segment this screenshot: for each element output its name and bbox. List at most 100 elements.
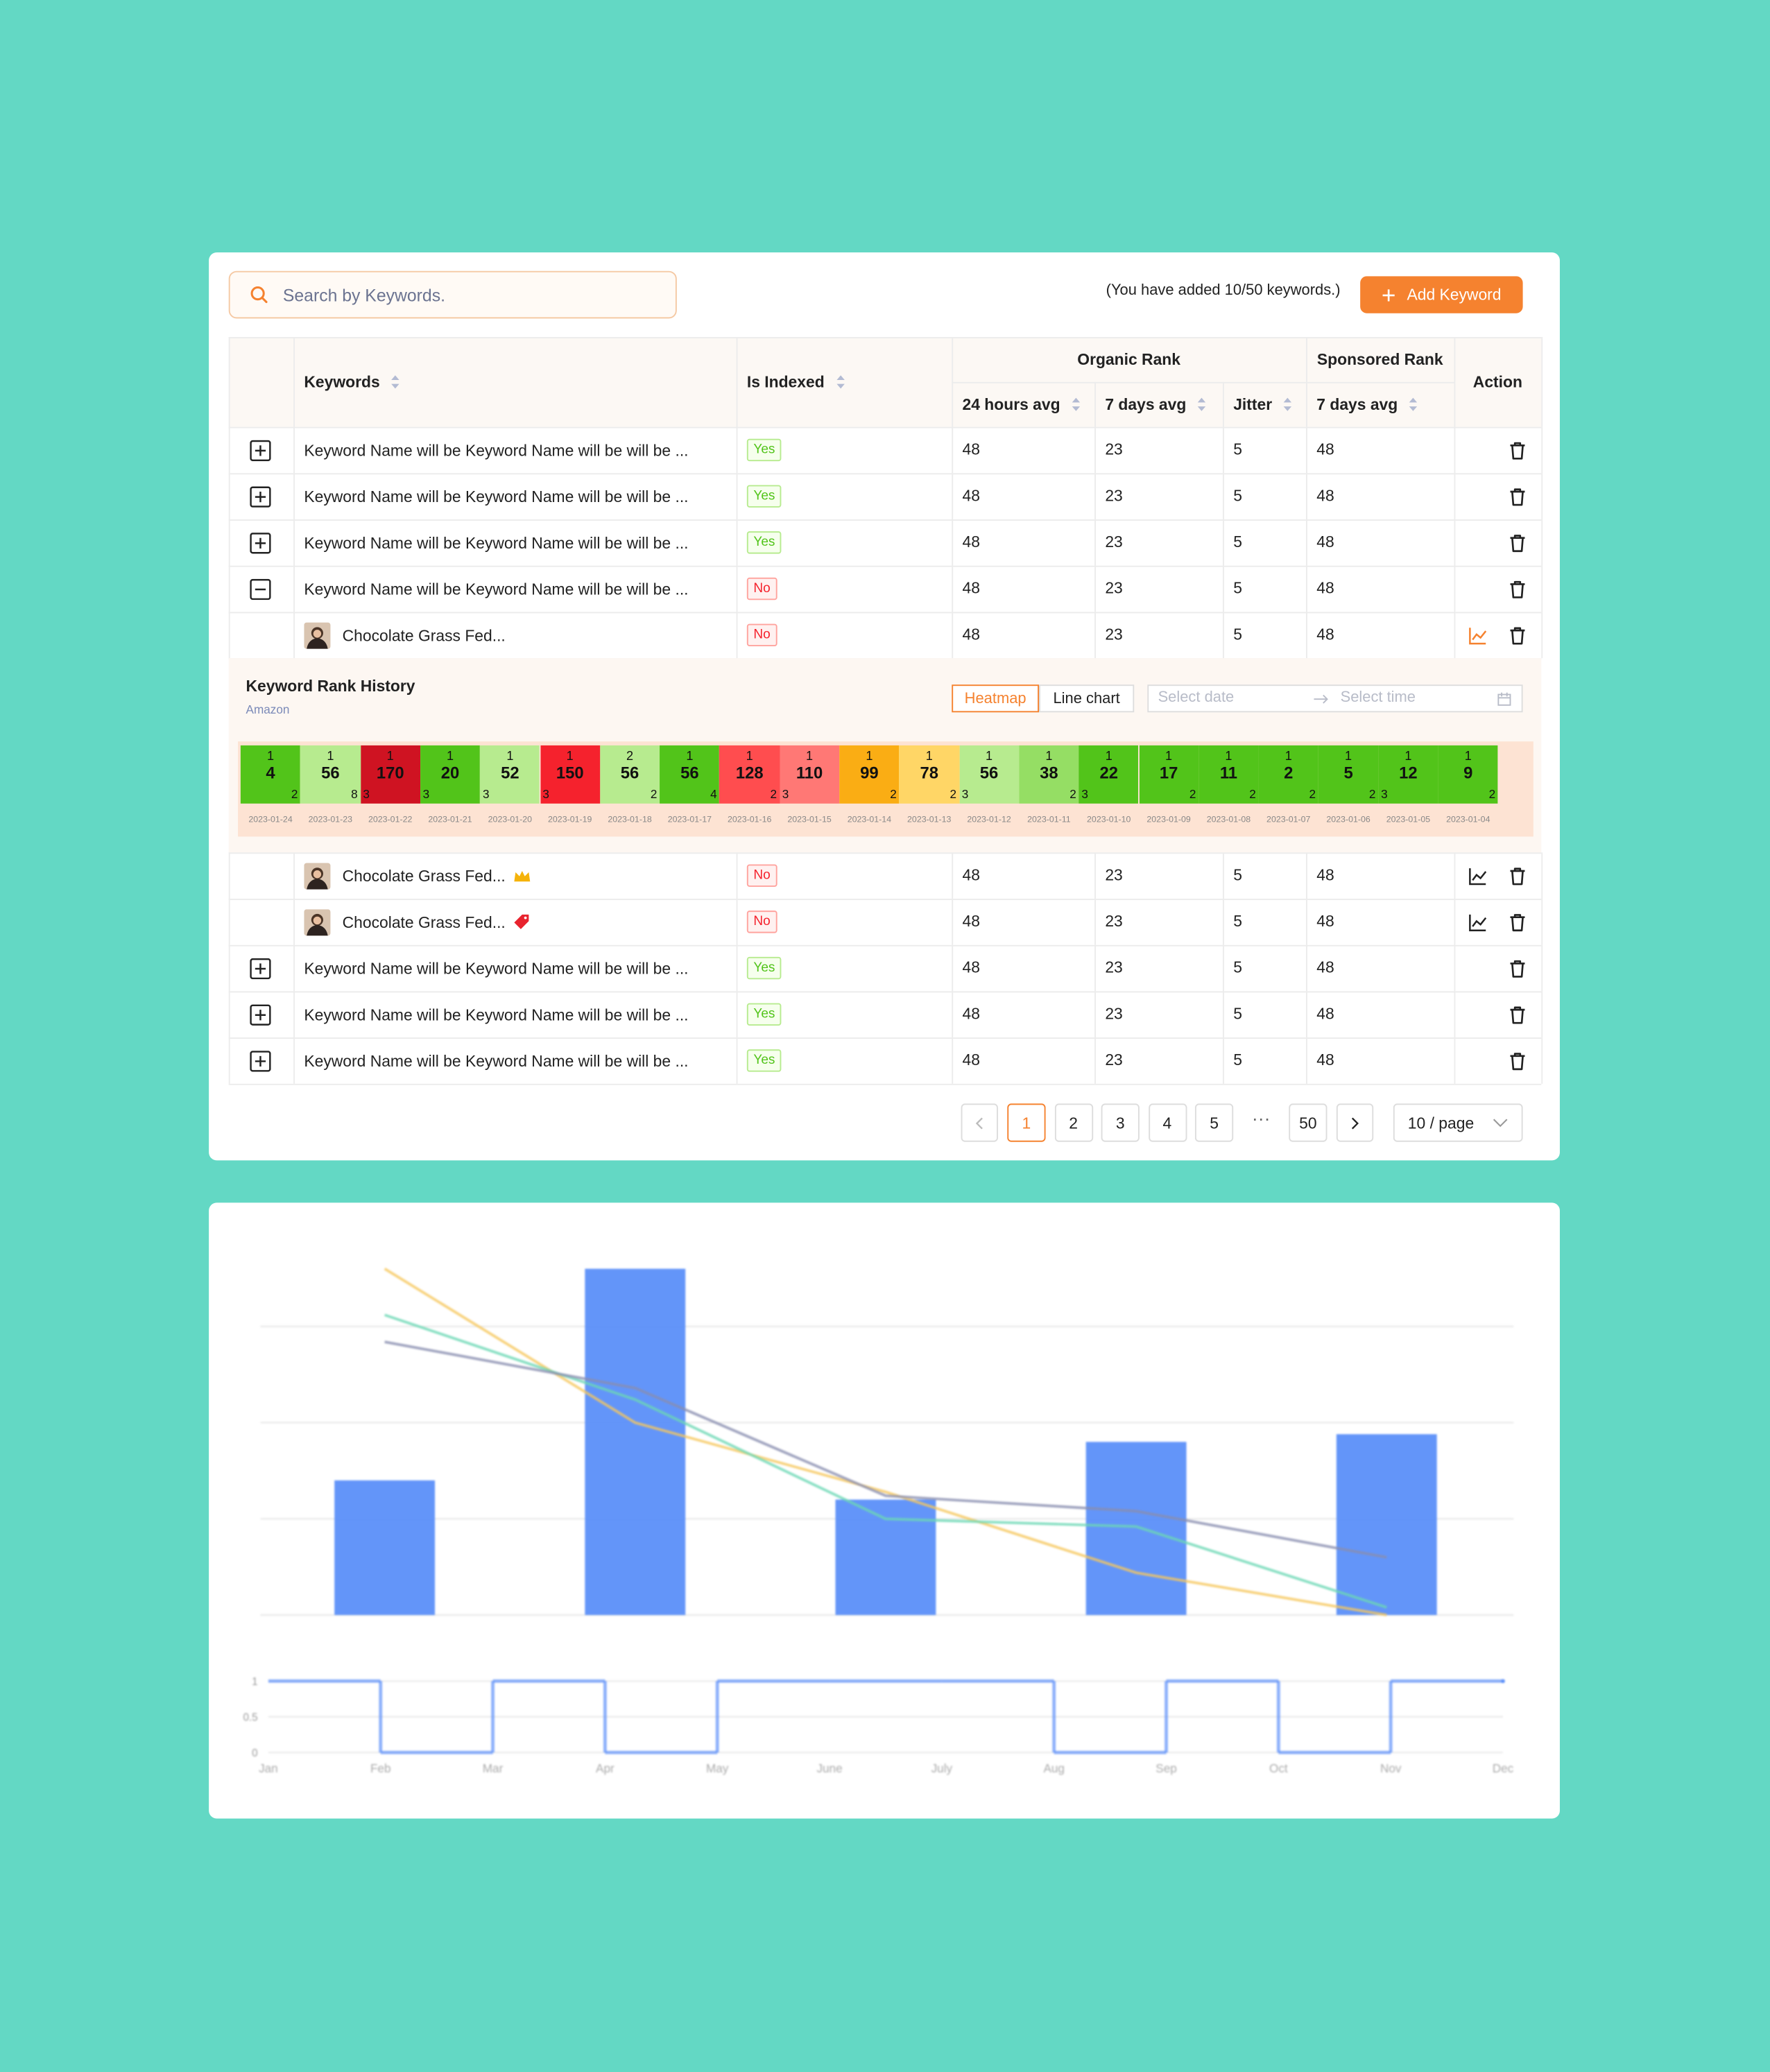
sort-icon xyxy=(391,375,400,389)
table-rule xyxy=(952,519,954,566)
table-rule xyxy=(952,565,954,612)
delete-button[interactable] xyxy=(1507,865,1528,886)
row-toggle[interactable] xyxy=(250,578,271,601)
table-rule xyxy=(952,899,954,945)
page-button[interactable]: 1 xyxy=(1007,1103,1046,1142)
cell-top: 1 xyxy=(266,749,275,764)
x-tick-label: May xyxy=(706,1761,729,1775)
row-toggle[interactable] xyxy=(250,1051,271,1072)
date-picker[interactable]: Select date Select time xyxy=(1147,684,1523,713)
table-rule xyxy=(1306,337,1307,427)
table-rule xyxy=(1454,1037,1456,1084)
icon-part xyxy=(1072,406,1081,411)
table-rule xyxy=(1094,612,1096,659)
page-button[interactable]: 5 xyxy=(1194,1103,1234,1142)
icon-part xyxy=(1198,397,1206,403)
delete-button[interactable] xyxy=(1507,533,1528,553)
history-chart-button[interactable] xyxy=(1468,865,1488,886)
cell-value: 9 xyxy=(1463,763,1473,783)
cell-date: 2023-01-10 xyxy=(1087,815,1131,825)
history-chart-button[interactable] xyxy=(1468,912,1488,933)
range-arrow xyxy=(1314,694,1328,704)
heatmap-cell: 1 11 2 xyxy=(1198,745,1259,804)
table-rule xyxy=(1541,519,1543,566)
table-rule xyxy=(736,519,738,566)
delete-button[interactable] xyxy=(1507,486,1528,507)
indexed-tag: Yes xyxy=(746,956,782,980)
cell-date: 2023-01-18 xyxy=(608,815,652,825)
table-rule xyxy=(1306,1037,1307,1084)
table-rule xyxy=(1094,381,1096,427)
page-button[interactable]: 2 xyxy=(1054,1103,1093,1142)
cell-left: 3 xyxy=(483,787,490,801)
table-rule xyxy=(293,426,295,474)
sort-icon xyxy=(836,375,845,389)
table-rule xyxy=(952,852,954,899)
page-button[interactable]: 10 / page xyxy=(1393,1103,1523,1142)
table-rule xyxy=(1094,899,1096,945)
view-tab[interactable]: Heatmap xyxy=(952,684,1040,713)
header-label: Keywords xyxy=(304,372,380,392)
table-rule xyxy=(293,337,295,427)
cell-right: 2 xyxy=(770,787,777,801)
table-rule xyxy=(228,426,230,474)
sort-icon xyxy=(1409,397,1418,411)
delete-button[interactable] xyxy=(1507,440,1528,461)
row-toggle[interactable] xyxy=(250,1004,271,1026)
table-rule xyxy=(228,337,230,427)
table-rule xyxy=(1454,565,1456,612)
x-tick-label: Mar xyxy=(483,1761,504,1775)
keyword-cell: Keyword Name will be Keyword Name will b… xyxy=(304,519,688,566)
table-rule xyxy=(1094,426,1096,474)
cell-date: 2023-01-23 xyxy=(308,815,353,825)
table-rule xyxy=(736,852,738,899)
search-box[interactable]: Search by Keywords. xyxy=(228,270,677,319)
delete-button[interactable] xyxy=(1507,958,1528,979)
delete-button[interactable] xyxy=(1507,1051,1528,1071)
page-button[interactable] xyxy=(961,1103,998,1142)
delete-button[interactable] xyxy=(1507,625,1528,646)
page-button[interactable]: 4 xyxy=(1148,1103,1187,1142)
indexed-tag: No xyxy=(746,864,777,887)
table-rule xyxy=(1306,852,1307,899)
delete-button[interactable] xyxy=(1507,579,1528,600)
keyword-text: Keyword Name will be Keyword Name will b… xyxy=(304,533,689,552)
cell-date: 2023-01-16 xyxy=(728,815,772,825)
row-toggle[interactable] xyxy=(250,533,271,554)
cell-top: 1 xyxy=(1464,749,1472,764)
cell-value: 78 xyxy=(920,763,938,783)
cell-value: 99 xyxy=(860,763,879,783)
view-tab[interactable]: Line chart xyxy=(1039,684,1135,713)
icon-part xyxy=(255,491,266,503)
delete-button[interactable] xyxy=(1507,912,1528,933)
cell-value: 170 xyxy=(376,763,404,783)
cell-value: 56 xyxy=(979,763,999,783)
add-keyword-button[interactable]: Add Keyword xyxy=(1360,276,1523,313)
row-toggle[interactable] xyxy=(250,958,271,980)
table-rule xyxy=(1094,991,1096,1038)
heatmap-cell: 1 20 3 xyxy=(420,745,481,804)
icon-part xyxy=(391,383,400,389)
icon-part xyxy=(313,916,322,925)
icon-part xyxy=(1472,917,1487,927)
icon-part xyxy=(1469,868,1486,886)
plus-icon xyxy=(1383,288,1395,301)
rank-value: 48 xyxy=(962,912,980,931)
delete-button[interactable] xyxy=(1507,1004,1528,1025)
table-rule xyxy=(1222,519,1224,566)
indexed-tag: Yes xyxy=(746,1003,782,1026)
row-toggle[interactable] xyxy=(250,440,271,462)
rank-value: 48 xyxy=(962,440,980,459)
page-button[interactable] xyxy=(1336,1103,1374,1142)
table-rule xyxy=(1541,944,1543,992)
cell-top: 1 xyxy=(1404,749,1412,764)
keyword-cell: Chocolate Grass Fed... xyxy=(343,899,531,945)
row-toggle[interactable] xyxy=(250,486,271,508)
table-rule xyxy=(1541,612,1543,659)
history-chart-button[interactable] xyxy=(1468,625,1488,646)
page-button[interactable]: 50 xyxy=(1289,1103,1328,1142)
header-cell: Keywords xyxy=(304,337,727,427)
table-rule xyxy=(228,991,1542,993)
page-button[interactable]: 3 xyxy=(1101,1103,1140,1142)
